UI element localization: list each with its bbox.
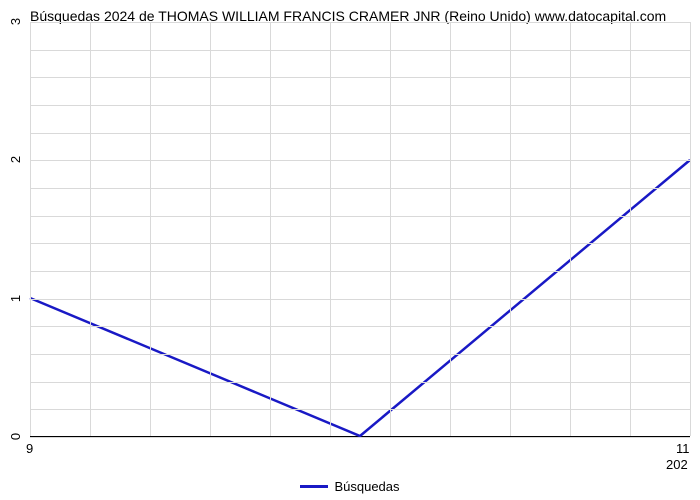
x-tick-label: 9 [26,441,33,456]
y-tick-label: 3 [8,18,23,25]
legend: Búsquedas [0,475,700,494]
grid-line-h [30,133,690,134]
grid-line-h [30,22,690,23]
grid-line-h [30,271,690,272]
grid-line-v [450,22,451,436]
grid-line-h [30,160,690,161]
y-tick-label: 1 [8,295,23,302]
grid-line-h [30,409,690,410]
grid-line-h [30,437,690,438]
grid-line-h [30,299,690,300]
legend-label: Búsquedas [334,479,399,494]
grid-line-h [30,50,690,51]
grid-line-v [330,22,331,436]
grid-line-v [90,22,91,436]
data-line-svg [30,22,690,436]
legend-item: Búsquedas [300,479,399,494]
grid-line-h [30,216,690,217]
grid-line-h [30,326,690,327]
grid-line-v [690,22,691,436]
grid-line-h [30,188,690,189]
grid-line-h [30,77,690,78]
grid-line-v [510,22,511,436]
x-tick-label: 11 [676,441,690,456]
grid-line-h [30,354,690,355]
grid-line-h [30,243,690,244]
legend-line-swatch [300,485,328,488]
grid-line-v [270,22,271,436]
grid-line-v [630,22,631,436]
y-tick-label: 2 [8,156,23,163]
grid-line-v [390,22,391,436]
y-tick-label: 0 [8,433,23,440]
grid-line-v [570,22,571,436]
grid-line-h [30,105,690,106]
plot-area [30,22,690,437]
grid-line-v [210,22,211,436]
grid-line-v [30,22,31,436]
grid-line-v [150,22,151,436]
grid-line-h [30,382,690,383]
chart-container: Búsquedas 2024 de THOMAS WILLIAM FRANCIS… [0,0,700,500]
x-bottom-right-label: 202 [666,457,688,472]
